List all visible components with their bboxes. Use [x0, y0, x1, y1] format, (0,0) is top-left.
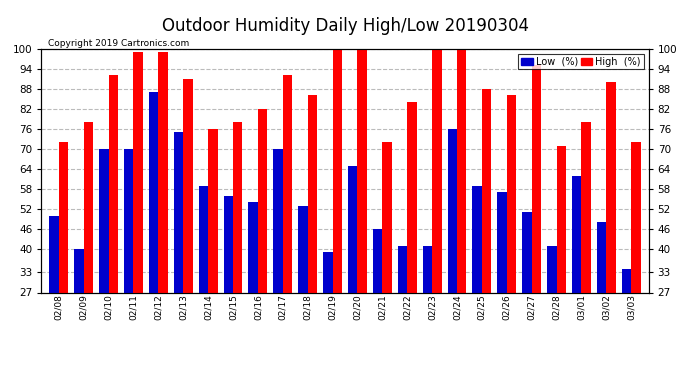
- Bar: [423, 246, 432, 375]
- Bar: [457, 49, 466, 375]
- Text: Copyright 2019 Cartronics.com: Copyright 2019 Cartronics.com: [48, 39, 190, 48]
- Bar: [607, 82, 615, 375]
- Bar: [482, 89, 491, 375]
- Bar: [273, 149, 283, 375]
- Bar: [174, 132, 184, 375]
- Bar: [75, 249, 83, 375]
- Bar: [248, 202, 258, 375]
- Bar: [572, 176, 582, 375]
- Bar: [233, 122, 242, 375]
- Legend: Low  (%), High  (%): Low (%), High (%): [518, 54, 644, 69]
- Bar: [199, 186, 208, 375]
- Bar: [283, 75, 293, 375]
- Bar: [557, 146, 566, 375]
- Bar: [133, 52, 143, 375]
- Bar: [184, 79, 193, 375]
- Bar: [547, 246, 557, 375]
- Bar: [83, 122, 93, 375]
- Bar: [108, 75, 118, 375]
- Bar: [298, 206, 308, 375]
- Bar: [382, 142, 392, 375]
- Bar: [448, 129, 457, 375]
- Bar: [50, 216, 59, 375]
- Bar: [582, 122, 591, 375]
- Bar: [397, 246, 407, 375]
- Bar: [348, 166, 357, 375]
- Bar: [373, 229, 382, 375]
- Bar: [149, 92, 159, 375]
- Bar: [308, 96, 317, 375]
- Bar: [597, 222, 607, 375]
- Bar: [497, 192, 506, 375]
- Bar: [208, 129, 217, 375]
- Bar: [159, 52, 168, 375]
- Bar: [473, 186, 482, 375]
- Bar: [99, 149, 108, 375]
- Bar: [357, 49, 367, 375]
- Bar: [531, 66, 541, 375]
- Bar: [631, 142, 640, 375]
- Bar: [224, 196, 233, 375]
- Text: Outdoor Humidity Daily High/Low 20190304: Outdoor Humidity Daily High/Low 20190304: [161, 17, 529, 35]
- Bar: [323, 252, 333, 375]
- Bar: [258, 109, 267, 375]
- Bar: [432, 49, 442, 375]
- Bar: [59, 142, 68, 375]
- Bar: [407, 102, 417, 375]
- Bar: [124, 149, 133, 375]
- Bar: [522, 212, 531, 375]
- Bar: [622, 269, 631, 375]
- Bar: [506, 96, 516, 375]
- Bar: [333, 49, 342, 375]
